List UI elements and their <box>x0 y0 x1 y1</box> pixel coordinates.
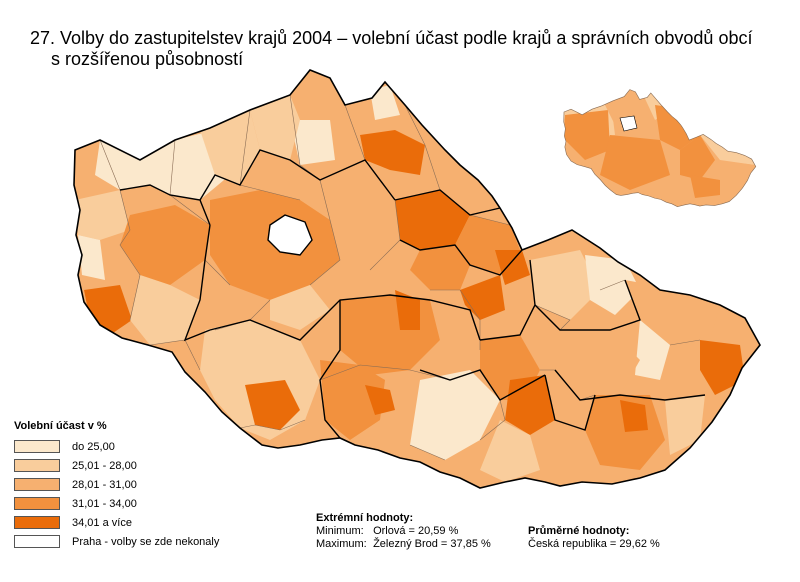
legend-item: do 25,00 <box>14 437 219 456</box>
area-ceske-budejovice <box>245 380 300 430</box>
area-cheb <box>75 190 130 240</box>
area-as <box>78 235 105 280</box>
area-karlovarsky-light <box>95 130 230 200</box>
maximum-value: Železný Brod = 37,85 % <box>373 538 491 550</box>
area-frydek <box>700 340 745 395</box>
map-title: 27. Volby do zastupitelstev krajů 2004 –… <box>30 28 752 70</box>
area-orlova <box>635 320 670 380</box>
extremes-title: Extrémní hodnoty: <box>316 512 414 524</box>
area-ustecky-center <box>290 120 335 165</box>
title-line-1: 27. Volby do zastupitelstev krajů 2004 –… <box>30 28 753 48</box>
maximum-label: Maximum: <box>316 538 367 550</box>
area-havlickuv-brod <box>395 290 420 330</box>
area-ustecky-north <box>250 95 300 160</box>
area-znojmo <box>410 370 500 460</box>
area-uherske-hradiste <box>620 400 648 432</box>
extremes-box: Extrémní hodnoty: Minimum: Orlová = 20,5… <box>316 512 491 551</box>
area-liberecky-dark <box>360 130 425 175</box>
region-boundaries <box>119 149 706 439</box>
legend-label: 25,01 - 28,00 <box>72 459 137 472</box>
area-hradecky <box>395 190 470 250</box>
legend-item: 31,01 - 34,00 <box>14 494 219 513</box>
inset-region-stredocesky <box>600 135 670 190</box>
legend-swatch <box>14 478 60 491</box>
legend-item: 28,01 - 31,00 <box>14 475 219 494</box>
legend-label: 28,01 - 31,00 <box>72 478 137 491</box>
area-plzensky-north <box>120 205 210 285</box>
minimum-label: Minimum: <box>316 525 364 537</box>
legend-label: 31,01 - 34,00 <box>72 497 137 510</box>
area-vsetin <box>665 395 705 455</box>
legend-title: Volební účast v % <box>14 420 107 432</box>
legend-label: Praha - volby se zde nekonaly <box>72 535 220 548</box>
title-line-2: s rozšířenou působností <box>51 49 244 69</box>
area-hodonin-west <box>480 420 540 482</box>
area-liberec-north <box>370 85 400 120</box>
inset-prague <box>619 115 638 132</box>
area-prerov <box>555 330 640 400</box>
averages-title: Průměrné hodnoty: <box>528 525 630 537</box>
legend-item: Praha - volby se zde nekonaly <box>14 532 219 551</box>
maximum-row: Maximum: Železný Brod = 37,85 % <box>316 538 491 551</box>
inset-region-jihomoravsky <box>690 175 720 198</box>
area-trebon <box>365 385 395 415</box>
inset-region-plzensky <box>565 110 610 160</box>
inset-region-vysocina <box>680 135 715 180</box>
legend-swatch <box>14 440 60 453</box>
legend-swatch <box>14 516 60 529</box>
legend-item: 25,01 - 28,00 <box>14 456 219 475</box>
minimum-row: Minimum: Orlová = 20,59 % <box>316 525 491 538</box>
legend-swatch <box>14 497 60 510</box>
area-jindrichuv-hradec <box>320 360 385 440</box>
area-ustecky-west <box>200 110 260 185</box>
legend-swatch <box>14 535 60 548</box>
average-country: Česká republika = 29,62 % <box>528 538 660 550</box>
legend: Volební účast v % do 25,00 25,01 - 28,00… <box>14 420 219 551</box>
area-vysocina-east <box>420 300 480 380</box>
inset-region-zlinsky <box>715 160 755 192</box>
minimum-value: Orlová = 20,59 % <box>373 525 459 537</box>
prague-area <box>267 214 313 256</box>
area-pribram <box>270 285 330 330</box>
inset-map <box>563 89 756 207</box>
area-pardubicky <box>410 245 470 290</box>
area-plzensky-south <box>130 275 200 345</box>
legend-item: 34,01 a více <box>14 513 219 532</box>
legend-label: do 25,00 <box>72 440 115 453</box>
area-olomoucky-north <box>530 250 600 320</box>
averages-box: Průměrné hodnoty: Česká republika = 29,6… <box>528 525 660 551</box>
legend-swatch <box>14 459 60 472</box>
area-stredocesky-east <box>320 175 400 270</box>
legend-label: 34,01 a více <box>72 516 132 529</box>
area-rychnov <box>495 250 530 285</box>
area-svitavy <box>460 275 505 320</box>
